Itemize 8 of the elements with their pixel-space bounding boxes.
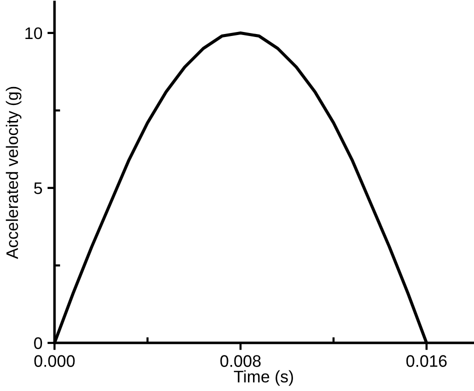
x-tick-label: 0.000 [34, 355, 75, 367]
x-tick-label: 0.016 [406, 355, 447, 367]
x-tick-label: 0.008 [220, 355, 261, 367]
y-tick-label: 0 [34, 337, 42, 350]
y-tick-label: 5 [34, 182, 42, 194]
y-tick-label: 10 [25, 27, 42, 40]
y-axis-title: Accelerated velocity (g) [6, 86, 22, 259]
x-axis-title: Time (s) [234, 370, 293, 386]
